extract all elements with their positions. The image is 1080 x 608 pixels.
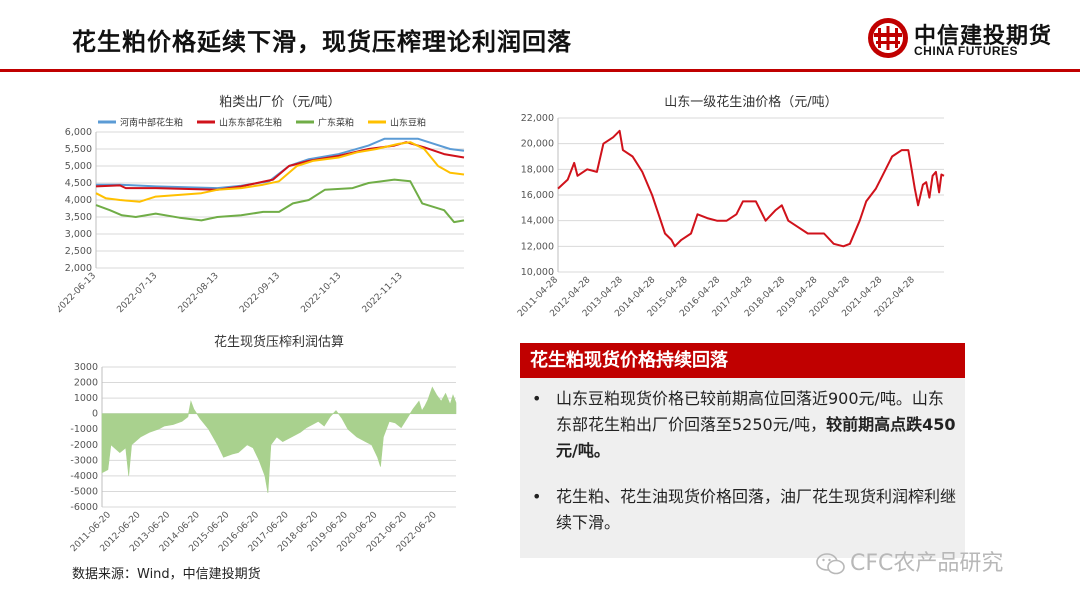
series-line	[96, 137, 465, 190]
y-tick-label: 2,500	[65, 246, 92, 257]
series-line	[95, 141, 465, 203]
legend-label: 河南中部花生粕	[120, 117, 183, 129]
legend-label: 山东东部花生粕	[219, 117, 282, 129]
x-tick-label: 2022-06-13	[58, 271, 98, 315]
x-tick-label: 2022-07-13	[115, 271, 159, 315]
bullet-text: 花生粕、花生油现货价格回落，油厂花生现货利润榨利继续下滑。	[556, 487, 957, 532]
watermark-text: CFC农产品研究	[850, 551, 1004, 576]
y-tick-label: -2000	[70, 440, 98, 451]
y-tick-label: 5,500	[65, 144, 92, 155]
brand-logo: 中信建投期货 CHINA FUTURES	[866, 16, 1056, 62]
bullet-text: 山东豆粕现货价格已较前期高位回落近900元/吨。山东东部花生粕出厂价回落至525…	[556, 389, 944, 434]
x-tick-label: 2022-10-13	[299, 271, 343, 315]
brand-name-en: CHINA FUTURES	[914, 44, 1019, 58]
header-divider	[0, 69, 1080, 72]
peanut-oil-price-chart: 山东一级花生油价格（元/吨） 10,000 12,000 14,000 16,000 18…	[516, 94, 945, 319]
y-tick-label: 3,500	[65, 212, 92, 223]
page-title: 花生粕价格延续下滑，现货压榨理论利润回落	[72, 28, 572, 56]
chart-title: 花生现货压榨利润估算	[214, 334, 344, 350]
y-tick-label: 4,000	[65, 195, 92, 206]
y-tick-label: 6,000	[65, 127, 92, 138]
x-tick-label: 2022-08-13	[177, 271, 221, 315]
x-tick-label: 2022-11-13	[361, 271, 405, 315]
y-tick-label: -6000	[70, 502, 98, 513]
y-tick-label: 12,000	[521, 241, 554, 252]
y-tick-label: 22,000	[521, 113, 554, 124]
y-tick-label: 18,000	[521, 164, 554, 175]
series-line	[557, 129, 945, 248]
y-tick-label: 10,000	[521, 267, 554, 278]
summary-panel: • 山东豆粕现货价格已较前期高位回落近900元/吨。山东东部花生粕出厂价回落至5…	[520, 378, 965, 558]
y-tick-label: 1000	[74, 393, 98, 404]
y-tick-label: -5000	[70, 486, 98, 497]
legend-label: 广东菜粕	[318, 117, 354, 129]
legend-label: 山东豆粕	[390, 117, 426, 129]
chart-title: 粕类出厂价（元/吨）	[219, 95, 340, 110]
y-tick-label: -1000	[70, 424, 98, 435]
series-line	[95, 178, 465, 224]
y-tick-label: 20,000	[521, 139, 554, 150]
chart-title: 山东一级花生油价格（元/吨）	[664, 94, 837, 110]
y-tick-label: 3000	[74, 362, 98, 373]
wechat-icon	[816, 553, 845, 575]
bullet-dot-icon: •	[532, 487, 542, 506]
brand-name-cn: 中信建投期货	[914, 24, 1053, 49]
y-tick-label: 4,500	[65, 178, 92, 189]
y-tick-label: 16,000	[521, 190, 554, 201]
data-source-note: 数据来源：Wind，中信建投期货	[72, 567, 261, 582]
meal-price-chart: 粕类出厂价（元/吨） 2,000 2,500 3,000 3,500 4,000 4,500…	[58, 95, 465, 315]
y-tick-label: 14,000	[521, 216, 554, 227]
y-tick-label: 3,000	[65, 229, 92, 240]
y-tick-label: 2000	[74, 378, 98, 389]
watermark: CFC农产品研究	[816, 545, 1003, 577]
y-tick-label: 2,000	[65, 263, 92, 274]
y-tick-label: -3000	[70, 455, 98, 466]
bullet-bold-text: 较前期高点跌450元/吨。	[556, 415, 956, 460]
series-area	[101, 386, 457, 494]
panel-heading: 花生粕现货价格持续回落	[520, 343, 965, 378]
y-tick-label: -4000	[70, 471, 98, 482]
x-tick-label: 2022-09-13	[238, 271, 282, 315]
crush-profit-chart: 花生现货压榨利润估算 -6000 -5000 -4000 -3000 -2000 -1000…	[69, 334, 457, 554]
y-tick-label: 5,000	[65, 161, 92, 172]
bullet-dot-icon: •	[532, 389, 542, 408]
citic-logo-icon	[868, 18, 908, 58]
y-tick-label: 0	[92, 409, 98, 420]
